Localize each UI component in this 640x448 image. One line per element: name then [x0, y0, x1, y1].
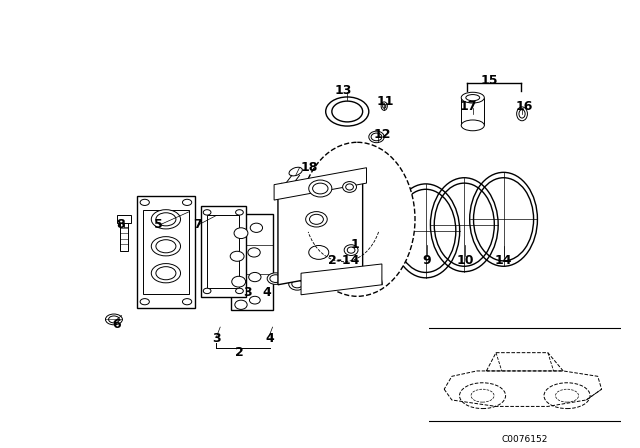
Ellipse shape — [248, 248, 260, 257]
Ellipse shape — [235, 300, 247, 310]
Ellipse shape — [267, 273, 284, 284]
Ellipse shape — [308, 180, 332, 197]
Ellipse shape — [348, 247, 355, 253]
Ellipse shape — [381, 102, 387, 110]
Ellipse shape — [287, 270, 296, 276]
Ellipse shape — [371, 133, 382, 141]
Ellipse shape — [156, 213, 176, 226]
Ellipse shape — [151, 263, 180, 283]
Ellipse shape — [236, 210, 243, 215]
Polygon shape — [278, 177, 363, 285]
Text: 2-14: 2-14 — [328, 254, 359, 267]
Ellipse shape — [342, 181, 356, 192]
Text: 8: 8 — [116, 218, 124, 231]
Ellipse shape — [300, 142, 415, 296]
Text: 11: 11 — [377, 95, 394, 108]
Text: 5: 5 — [154, 218, 163, 231]
Text: 14: 14 — [495, 254, 512, 267]
Ellipse shape — [182, 299, 192, 305]
Bar — [207, 215, 239, 288]
Text: 10: 10 — [456, 254, 474, 267]
Ellipse shape — [232, 276, 246, 287]
Ellipse shape — [182, 199, 192, 206]
Ellipse shape — [250, 296, 260, 304]
Ellipse shape — [308, 246, 329, 259]
Ellipse shape — [109, 316, 119, 323]
Bar — [137, 196, 195, 308]
Ellipse shape — [461, 92, 484, 103]
Ellipse shape — [250, 223, 262, 233]
Ellipse shape — [289, 167, 302, 176]
Bar — [461, 98, 484, 125]
Ellipse shape — [346, 184, 353, 190]
Bar — [117, 215, 131, 223]
Ellipse shape — [332, 101, 363, 122]
Bar — [201, 206, 246, 297]
Ellipse shape — [151, 237, 180, 256]
Ellipse shape — [344, 245, 358, 255]
Ellipse shape — [151, 210, 180, 229]
Text: 3: 3 — [243, 286, 252, 299]
Ellipse shape — [270, 275, 282, 282]
Ellipse shape — [289, 278, 306, 290]
Ellipse shape — [383, 104, 386, 108]
Text: 7: 7 — [193, 218, 202, 231]
Ellipse shape — [204, 210, 211, 215]
Ellipse shape — [310, 214, 323, 224]
Ellipse shape — [230, 251, 244, 261]
Ellipse shape — [140, 199, 149, 206]
Ellipse shape — [106, 314, 122, 325]
Ellipse shape — [156, 267, 176, 280]
Text: 18: 18 — [300, 161, 317, 174]
Text: C0076152: C0076152 — [502, 435, 548, 444]
Ellipse shape — [284, 269, 298, 278]
Text: 13: 13 — [335, 84, 352, 97]
Text: 16: 16 — [516, 99, 533, 112]
Text: 15: 15 — [481, 74, 499, 87]
Ellipse shape — [461, 120, 484, 131]
Text: 3: 3 — [212, 332, 221, 345]
Text: 17: 17 — [460, 99, 477, 112]
Ellipse shape — [234, 228, 248, 238]
Text: 4: 4 — [262, 286, 271, 299]
Ellipse shape — [306, 211, 327, 227]
Text: 12: 12 — [373, 128, 390, 141]
Polygon shape — [274, 168, 367, 200]
Ellipse shape — [519, 110, 525, 118]
Ellipse shape — [312, 183, 328, 194]
Ellipse shape — [516, 107, 527, 121]
Ellipse shape — [249, 272, 261, 282]
Ellipse shape — [292, 280, 303, 288]
Text: 9: 9 — [422, 254, 431, 267]
Text: 4: 4 — [266, 332, 275, 345]
Ellipse shape — [369, 131, 384, 143]
Ellipse shape — [236, 288, 243, 293]
Text: 1: 1 — [351, 238, 359, 251]
Text: 6: 6 — [112, 318, 120, 332]
Ellipse shape — [204, 288, 211, 293]
Bar — [120, 222, 128, 251]
Bar — [231, 214, 273, 310]
Ellipse shape — [466, 95, 480, 101]
Bar — [143, 210, 189, 294]
Polygon shape — [301, 264, 382, 295]
Text: 2: 2 — [235, 346, 244, 359]
Ellipse shape — [156, 240, 176, 253]
Ellipse shape — [140, 299, 149, 305]
Ellipse shape — [326, 97, 369, 126]
